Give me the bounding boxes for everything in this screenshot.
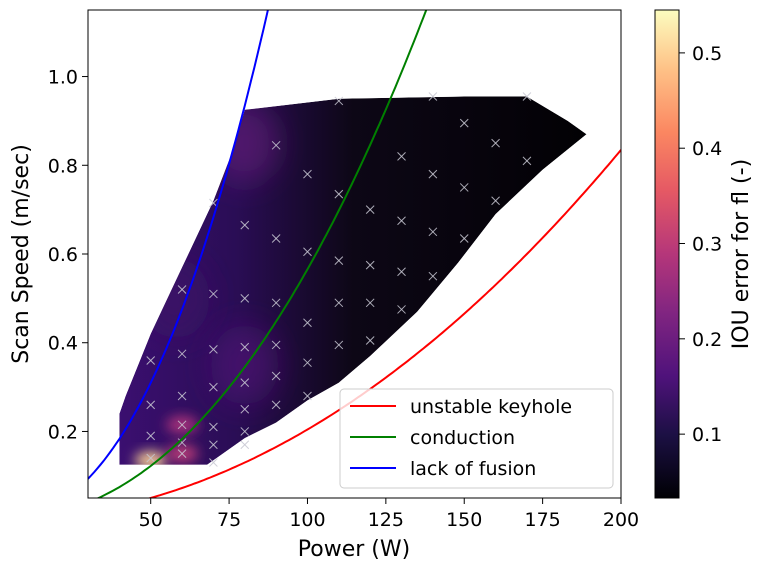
- sample-point-marker: [397, 152, 406, 161]
- y-tick-label: 0.6: [48, 244, 78, 266]
- sample-point-marker: [303, 391, 312, 401]
- x-axis-ticks: 50 75 100 125 150 175 200: [139, 498, 639, 531]
- sample-point-marker: [303, 247, 312, 257]
- sample-point-marker: [303, 358, 312, 368]
- sample-point-marker: [365, 336, 375, 345]
- sample-point-marker: [177, 420, 187, 430]
- sample-point-marker: [491, 196, 500, 206]
- sample-point-marker: [428, 271, 438, 281]
- sample-point-marker: [271, 400, 281, 410]
- colorbar-gradient: [654, 9, 680, 499]
- y-tick-label: 1.0: [48, 67, 78, 89]
- sample-point-marker: [428, 169, 438, 179]
- sample-point-marker: [209, 382, 218, 392]
- colorbar-label: IOU error for fl (-): [729, 159, 754, 349]
- x-tick-label: 50: [139, 509, 163, 531]
- sample-point-marker: [459, 234, 469, 243]
- x-tick-label: 125: [368, 509, 404, 531]
- sample-point-marker: [459, 183, 469, 192]
- sample-point-marker: [146, 400, 156, 410]
- series-line-lack-of-fusion: [88, 10, 269, 480]
- sample-point-marker: [334, 96, 344, 106]
- sample-point-marker: [334, 256, 344, 266]
- sample-point-marker: [209, 345, 218, 354]
- sample-point-marker: [240, 440, 250, 450]
- colorbar-tick-label: 0.4: [692, 138, 722, 160]
- x-axis-label: Power (W): [298, 537, 410, 562]
- sample-point-marker: [428, 227, 438, 237]
- sample-point-marker: [271, 140, 281, 150]
- sample-point-marker: [209, 289, 218, 299]
- x-tick-label: 200: [603, 509, 639, 531]
- heat-hotspot: [134, 451, 167, 465]
- sample-point-marker: [240, 378, 250, 388]
- colorbar-tick-label: 0.1: [692, 424, 722, 446]
- sample-point-marker: [334, 340, 344, 350]
- sample-point-marker: [177, 285, 187, 294]
- series-line-conduction: [96, 10, 428, 498]
- sample-point-marker: [177, 391, 187, 401]
- x-tick-label: 75: [217, 509, 241, 531]
- heat-hotspot: [210, 324, 279, 405]
- y-tick-label: 0.4: [48, 333, 78, 355]
- heat-hotspot: [210, 103, 279, 184]
- y-tick-label: 0.2: [48, 421, 78, 443]
- x-tick-label: 175: [524, 509, 560, 531]
- legend-label-unstable-keyhole: unstable keyhole: [410, 396, 572, 418]
- sample-point-marker: [522, 156, 532, 166]
- sample-point-marker: [209, 422, 218, 432]
- sample-point-marker: [177, 349, 187, 359]
- legend-label-conduction: conduction: [410, 427, 515, 449]
- sample-point-marker: [146, 431, 156, 441]
- sample-point-marker: [365, 260, 375, 270]
- sample-point-marker: [397, 267, 406, 277]
- sample-point-marker: [397, 305, 406, 314]
- sample-point-marker: [146, 356, 156, 365]
- sample-point-marker: [271, 371, 281, 381]
- colorbar: 0.1 0.2 0.3 0.4 0.5 IOU error for fl (-): [654, 9, 754, 499]
- sample-point-marker: [177, 438, 187, 447]
- legend-box: [339, 388, 614, 489]
- sample-point-marker: [209, 440, 218, 450]
- sample-point-marker: [303, 169, 312, 179]
- sample-point-marker: [303, 318, 312, 328]
- sample-point-marker: [271, 298, 281, 308]
- sample-point-marker: [240, 294, 250, 303]
- sample-point-marker: [365, 298, 375, 308]
- sample-point-marker: [240, 220, 250, 230]
- sample-point-marker: [334, 189, 344, 199]
- colorbar-tick-label: 0.2: [692, 329, 722, 351]
- sample-point-marker: [428, 92, 438, 101]
- sample-point-marker: [271, 340, 281, 350]
- legend: unstable keyhole conduction lack of fusi…: [339, 388, 614, 489]
- legend-label-lack-of-fusion: lack of fusion: [410, 458, 536, 480]
- y-axis-label: Scan Speed (m/sec): [9, 144, 34, 364]
- sample-markers: [146, 92, 532, 467]
- x-tick-label: 100: [289, 509, 325, 531]
- sample-point-marker: [334, 298, 344, 308]
- sample-point-marker: [365, 205, 375, 214]
- sample-point-marker: [491, 138, 500, 148]
- colorbar-tick-label: 0.5: [692, 43, 722, 65]
- sample-point-marker: [271, 234, 281, 243]
- sample-point-marker: [397, 216, 406, 226]
- sample-point-marker: [240, 342, 250, 352]
- colorbar-ticks: 0.1 0.2 0.3 0.4 0.5: [679, 43, 722, 446]
- x-tick-label: 150: [446, 509, 482, 531]
- sample-point-marker: [522, 92, 532, 101]
- colorbar-tick-label: 0.3: [692, 234, 722, 256]
- sample-point-marker: [146, 453, 156, 463]
- sample-point-marker: [459, 118, 469, 128]
- sample-point-marker: [240, 404, 250, 414]
- sample-point-marker: [209, 458, 218, 467]
- y-axis-ticks: 0.2 0.4 0.6 0.8 1.0: [48, 67, 88, 443]
- sample-point-marker: [240, 427, 250, 436]
- sample-point-marker: [177, 449, 187, 458]
- y-tick-label: 0.8: [48, 155, 78, 177]
